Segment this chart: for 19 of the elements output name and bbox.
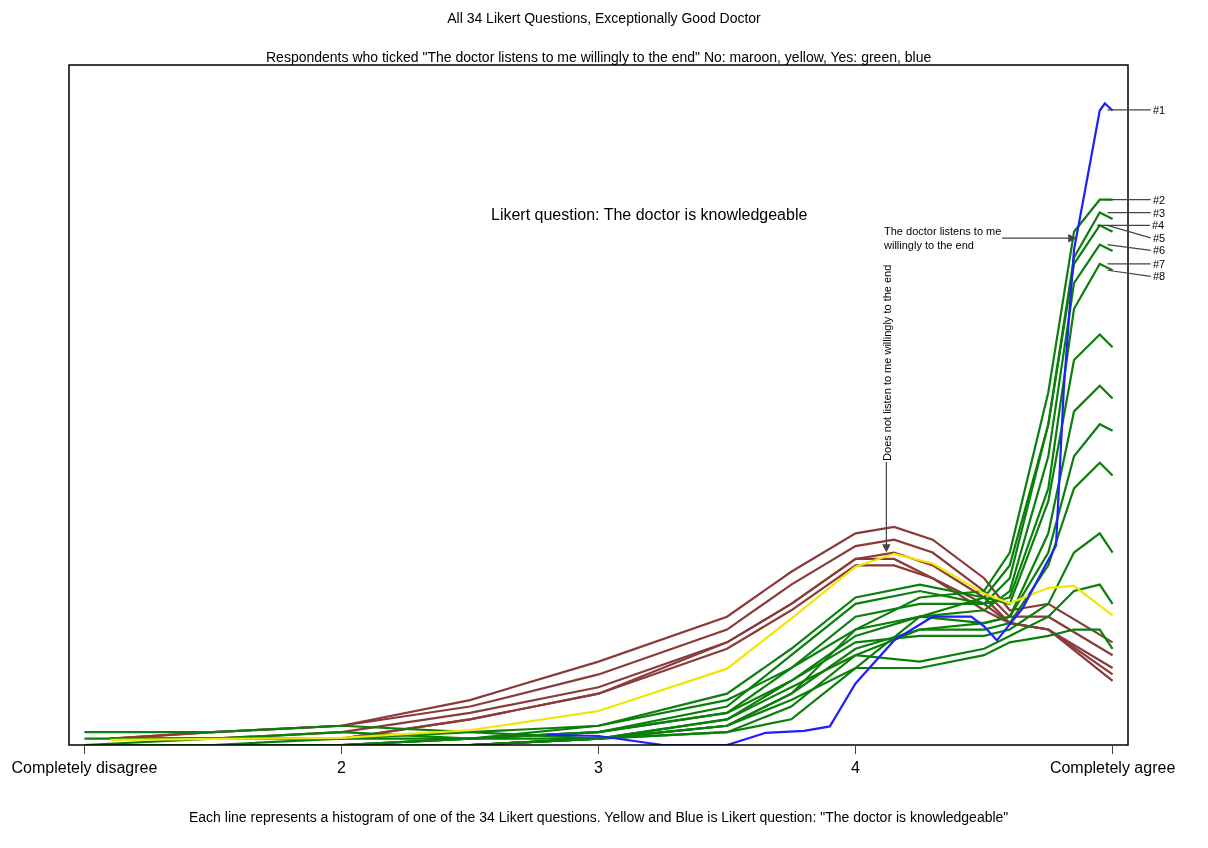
x-tick-label: 4 — [851, 759, 861, 777]
annotation: #3 — [1153, 207, 1166, 219]
x-tick-label: 3 — [594, 759, 604, 777]
x-tick-label: Completely agree — [1049, 759, 1176, 777]
annotation: Does not listen to me willingly to the end — [880, 264, 893, 461]
chart-subtitle: Respondents who ticked "The doctor listens to me willingly to the end" No: maroon, yellow, Yes: green, blue — [266, 49, 932, 65]
annotation: Likert question: The doctor is knowledgeable — [491, 206, 808, 223]
annotation: #5 — [1153, 232, 1166, 244]
annotation: #8 — [1153, 270, 1166, 282]
annotation: #1 — [1153, 104, 1166, 116]
annotation: #6 — [1153, 244, 1166, 256]
x-tick-label: 2 — [337, 759, 347, 777]
annotation: #7 — [1153, 258, 1166, 270]
annotation: The doctor listens to me willingly to the end — [883, 225, 1002, 252]
annotation: #2 — [1153, 194, 1166, 206]
annotation: #4 — [1152, 219, 1165, 231]
x-tick-label: Completely disagree — [11, 759, 158, 777]
chart-title: All 34 Likert Questions, Exceptionally Good Doctor — [447, 9, 762, 26]
text: Each line represents a histogram of one of the 34 Likert questions. Yellow and Blue is Likert question: "The doctor is knowledgeable" — [189, 809, 1009, 825]
